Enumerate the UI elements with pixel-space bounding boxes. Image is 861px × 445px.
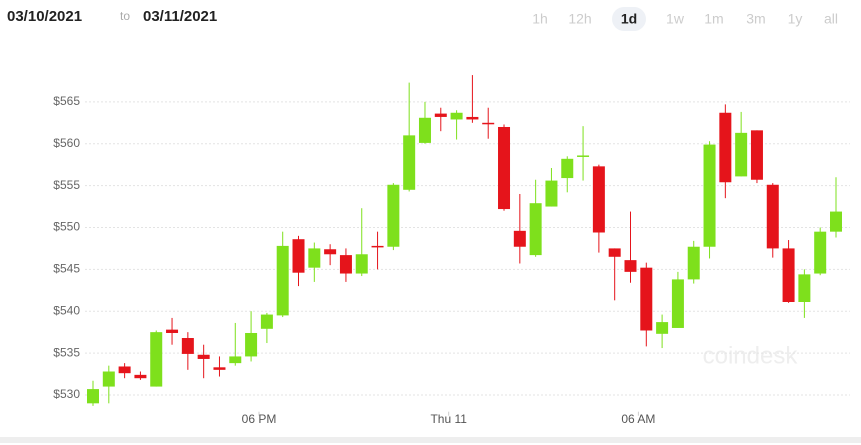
candle-body [814, 231, 827, 274]
y-tick-label: $535 [53, 345, 80, 359]
candle-body [450, 112, 463, 120]
range-button[interactable]: 12h [568, 11, 591, 27]
candle-body [371, 245, 384, 248]
candle-body [798, 274, 811, 303]
candle-body [387, 184, 400, 247]
candle-body [703, 144, 716, 247]
candle-body [513, 230, 526, 247]
candle-body [181, 338, 194, 354]
candle-body [592, 166, 605, 233]
candle-body [87, 389, 99, 404]
candle-body [624, 260, 637, 272]
x-tick-label: 06 PM [242, 412, 277, 426]
x-tick-label: 06 AM [621, 412, 655, 426]
date-to-word: to [120, 9, 130, 23]
y-tick-label: $555 [53, 178, 80, 192]
range-button[interactable]: 1w [666, 11, 685, 27]
y-tick-label: $545 [53, 262, 80, 276]
candle-body [276, 245, 289, 316]
candle-body [719, 112, 732, 183]
watermark: coindesk [703, 342, 799, 369]
candle-body [118, 366, 131, 374]
candle-body [498, 126, 511, 210]
candle-body [687, 246, 700, 280]
candle-body [482, 122, 495, 125]
candle-body [134, 374, 147, 379]
x-tick-label: Thu 11 [430, 412, 467, 426]
range-button[interactable]: 1d [621, 11, 637, 27]
range-button[interactable]: 1h [532, 11, 548, 27]
candle-body [166, 329, 179, 333]
y-tick-label: $540 [53, 303, 80, 317]
candle-body [229, 356, 242, 364]
candle-body [355, 254, 368, 274]
candle-body [529, 203, 542, 256]
range-active-bg [612, 7, 646, 31]
y-tick-label: $550 [53, 220, 80, 234]
y-tick-label: $565 [53, 94, 80, 108]
candle-body [561, 158, 574, 179]
candle-body [434, 113, 447, 117]
range-button[interactable]: 1m [704, 11, 723, 27]
range-selector: 1h 12h 1d 1w 1m 3m 1y all [532, 7, 838, 31]
y-tick-label: $560 [53, 136, 80, 150]
candle-body [830, 211, 842, 232]
candle-body [766, 184, 779, 249]
candle-body [466, 116, 479, 120]
candle-body [577, 155, 590, 157]
candle-body [403, 135, 416, 190]
range-button[interactable]: 3m [746, 11, 765, 27]
range-button[interactable]: 1y [788, 11, 803, 27]
candle-body [671, 279, 684, 328]
candle-body [640, 267, 653, 331]
candle-body [608, 248, 621, 257]
candle-body [292, 239, 305, 273]
date-to: 03/11/2021 [143, 8, 217, 25]
candle-body [102, 371, 115, 387]
candle-body [735, 132, 748, 177]
candle-body [245, 332, 258, 357]
candle-body [197, 354, 210, 359]
candle-body [782, 248, 795, 303]
candle-body [545, 180, 558, 207]
date-from: 03/10/2021 [7, 8, 82, 25]
range-button[interactable]: all [824, 11, 838, 27]
candle-body [260, 314, 273, 329]
candle-body [418, 117, 431, 143]
candle-body [150, 332, 163, 387]
candle-body [750, 130, 763, 180]
candle-body [308, 248, 321, 268]
candle-body [339, 255, 352, 274]
candle-body [213, 367, 226, 370]
candle-body [324, 249, 337, 255]
y-tick-label: $530 [53, 387, 80, 401]
candle-body [656, 322, 669, 334]
